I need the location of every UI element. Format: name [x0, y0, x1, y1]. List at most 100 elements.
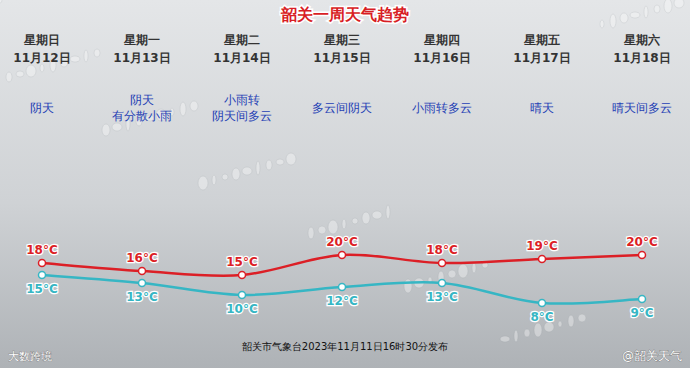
rain-drop [524, 329, 530, 337]
weather-line: 晴天间多云 [612, 101, 672, 115]
rain-drop [198, 176, 208, 190]
rain-drop [190, 101, 198, 111]
rain-drop [600, 20, 604, 28]
rain-drop [26, 65, 36, 77]
weather: 阴天有分散小雨 [112, 93, 172, 123]
rain-drop [630, 12, 640, 18]
temperature-point [439, 280, 446, 287]
rain-drop [6, 72, 12, 82]
temperature-point [39, 260, 46, 267]
rain-drop [534, 323, 542, 337]
rain-drop [180, 102, 186, 116]
rain-drop [610, 14, 616, 28]
rain-drop [222, 174, 228, 180]
date: 11月12日 [13, 51, 70, 65]
weekday: 星期一 [123, 33, 160, 47]
data-label: 13°C [126, 290, 158, 304]
weekday: 星期五 [523, 33, 560, 47]
rain-drop [266, 160, 272, 170]
weather: 晴天 [530, 101, 554, 115]
weather-line: 多云间阴天 [312, 101, 372, 115]
rain-drop [362, 212, 370, 224]
rain-drop [308, 227, 314, 239]
data-label: 9°C [630, 306, 653, 320]
weekday: 星期二 [223, 33, 260, 47]
data-label: 15°C [226, 255, 258, 269]
rain-drop [0, 0, 2, 3]
temperature-point [39, 272, 46, 279]
data-label: 20°C [626, 235, 658, 249]
date: 11月14日 [213, 51, 270, 65]
weather-line: 小雨转多云 [412, 101, 472, 115]
data-label: 16°C [126, 251, 158, 265]
temperature-point [539, 256, 546, 263]
rain-drop [644, 6, 648, 18]
temperature-point [539, 300, 546, 307]
rain-drop [342, 219, 346, 229]
rain-drop [94, 49, 100, 57]
data-label: 18°C [426, 243, 458, 257]
data-label: 13°C [426, 290, 458, 304]
rain-drop [40, 64, 44, 72]
rain-drop [16, 71, 24, 77]
rain-drop [514, 330, 518, 342]
rain-drop [112, 123, 122, 131]
temperature-point [639, 296, 646, 303]
rain-drop [84, 50, 88, 62]
weather: 多云间阴天 [312, 101, 372, 115]
temperature-point [639, 252, 646, 259]
watermark: @韶关天气 [622, 349, 682, 363]
rain-drop [256, 161, 260, 175]
data-label: 20°C [326, 235, 358, 249]
data-labels: 18°C 16°C 15°C 20°C 18°C 19°C 20°C 15°C 13°C 10°C… [26, 235, 658, 324]
rain-drop [386, 205, 390, 219]
rain-drop [232, 168, 240, 180]
data-label: 8°C [530, 310, 553, 324]
rain-drop [558, 321, 562, 327]
title: 韶关一周天气趋势 [280, 5, 409, 24]
temperature-point [239, 272, 246, 279]
data-label: 18°C [26, 243, 58, 257]
rain-drop [318, 226, 326, 234]
rain-drop [372, 211, 382, 219]
weather-line: 小雨转 [224, 93, 260, 107]
background [0, 0, 690, 368]
date: 11月16日 [413, 51, 470, 65]
data-label: 12°C [326, 294, 358, 308]
rain-drop [458, 264, 468, 278]
weather-line: 阴天 [30, 101, 54, 115]
weather: 小雨转多云 [412, 101, 472, 115]
weekday: 星期四 [423, 33, 460, 47]
data-label: 10°C [226, 302, 258, 316]
rain-drop [620, 13, 628, 23]
temperature-point [239, 292, 246, 299]
rain-drop [500, 336, 510, 342]
date: 11月18日 [613, 51, 670, 65]
rain-drop [664, 0, 672, 13]
temperature-point [339, 284, 346, 291]
rain-drop [328, 220, 338, 234]
source: 韶关市气象台2023年11月11日16时30分发布 [242, 341, 448, 352]
rain-drop [674, 0, 684, 8]
rain-drop [404, 279, 412, 293]
date: 11月13日 [113, 51, 170, 65]
weather-line: 阴天 [130, 93, 154, 107]
rain-drop [654, 5, 660, 13]
weather-line: 阴天间多云 [212, 109, 272, 123]
data-label: 15°C [26, 282, 58, 296]
rain-drop [472, 263, 476, 273]
date: 11月17日 [513, 51, 570, 65]
rain-drop [102, 124, 110, 136]
weather: 晴天间多云 [612, 101, 672, 115]
rain-drop [448, 270, 456, 278]
temperature-point [339, 252, 346, 259]
data-label: 19°C [526, 239, 558, 253]
rain-drop [578, 314, 586, 322]
rain-drop [70, 56, 80, 62]
temperature-point [439, 260, 446, 267]
chart: 韶关一周天气趋势星期日11月12日阴天星期一11月13日阴天有分散小雨星期二11… [0, 0, 690, 368]
rain-drop [352, 218, 358, 224]
weekday: 星期三 [323, 33, 360, 47]
weekday: 星期日 [23, 33, 60, 47]
rain-drop [286, 153, 296, 165]
